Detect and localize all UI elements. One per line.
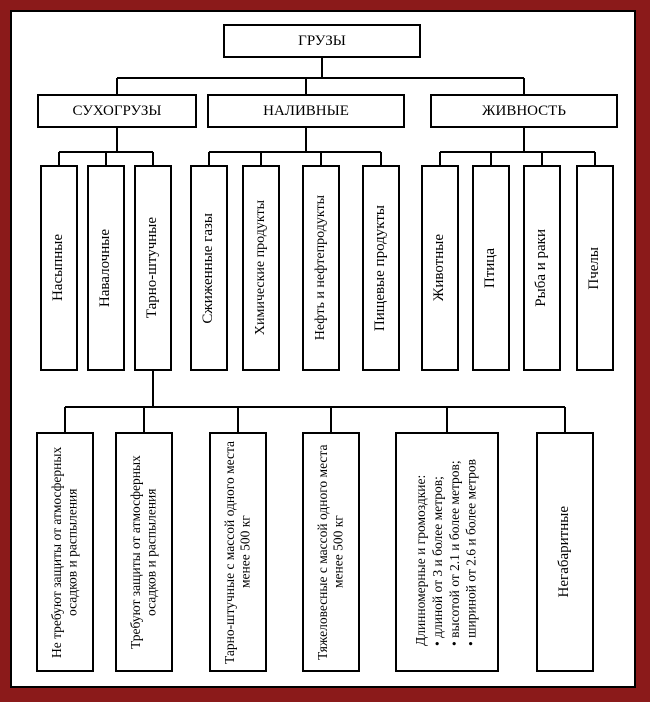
connector-lines	[12, 12, 638, 690]
diagram-canvas: ГРУЗЫ СУХОГРУЗЫ НАЛИВНЫЕ ЖИВНОСТЬ Насыпн…	[10, 10, 636, 688]
